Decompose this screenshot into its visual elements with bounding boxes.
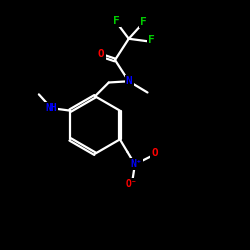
Text: N⁺: N⁺ [131,160,142,170]
Text: O⁻: O⁻ [125,180,137,190]
Text: N: N [126,76,132,86]
Text: NH: NH [45,103,57,113]
Text: F: F [148,35,154,45]
Text: O: O [98,49,104,59]
Text: O: O [152,148,158,158]
Text: F: F [140,17,147,27]
Text: F: F [113,16,119,26]
